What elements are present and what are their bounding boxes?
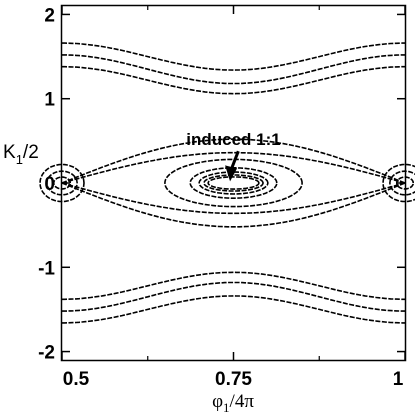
orbit-edge-island-14 [39,163,85,203]
orbit-rotational-2 [62,54,405,85]
y-tick-label: 1 [44,90,55,111]
orbit-rotational-3 [62,65,405,95]
orbit-separatrix-7 [61,182,406,228]
y-axis-label: K1/2 [3,142,39,167]
x-tick-label: 0.5 [63,369,90,390]
x-tick-label: 0.75 [215,369,252,390]
annotation-arrow [225,150,240,182]
tick-marks [61,6,406,360]
orbit-libration-12 [203,174,264,192]
orbit-edge-island-16 [396,176,414,190]
plot-curves [39,42,415,324]
orbit-edge-island-15 [46,170,78,196]
orbit-separatrix-8 [61,151,406,184]
orbit-edge-island-15 [389,170,415,196]
y-tick-label: -2 [38,343,55,364]
orbit-libration-13 [207,176,260,190]
orbit-edge-island-16 [53,176,71,190]
plot-frame [60,4,407,362]
x-tick-label: 1 [393,369,404,390]
tick-labels: 0.5 0.75 1 2 1 0 -1 -2 [38,5,404,390]
orbit-rotational-6 [62,295,405,324]
orbit-rotational-4 [62,271,405,301]
y-tick-label: 2 [44,5,55,26]
induced-resonance-label: induced 1:1 [186,130,280,149]
arrow-head [225,165,238,182]
orbit-libration-10 [189,167,278,199]
x-axis-label: φ1/4π [212,391,254,415]
arrow-shaft [230,150,240,168]
orbit-libration-9 [164,158,303,208]
orbit-separatrix-7 [61,138,406,184]
orbit-separatrix-8 [61,182,406,215]
orbit-rotational-1 [62,42,405,71]
y-tick-label: -1 [38,258,55,279]
y-tick-label: 0 [44,174,55,195]
orbit-rotational-5 [62,281,405,312]
orbit-libration-11 [198,171,269,195]
